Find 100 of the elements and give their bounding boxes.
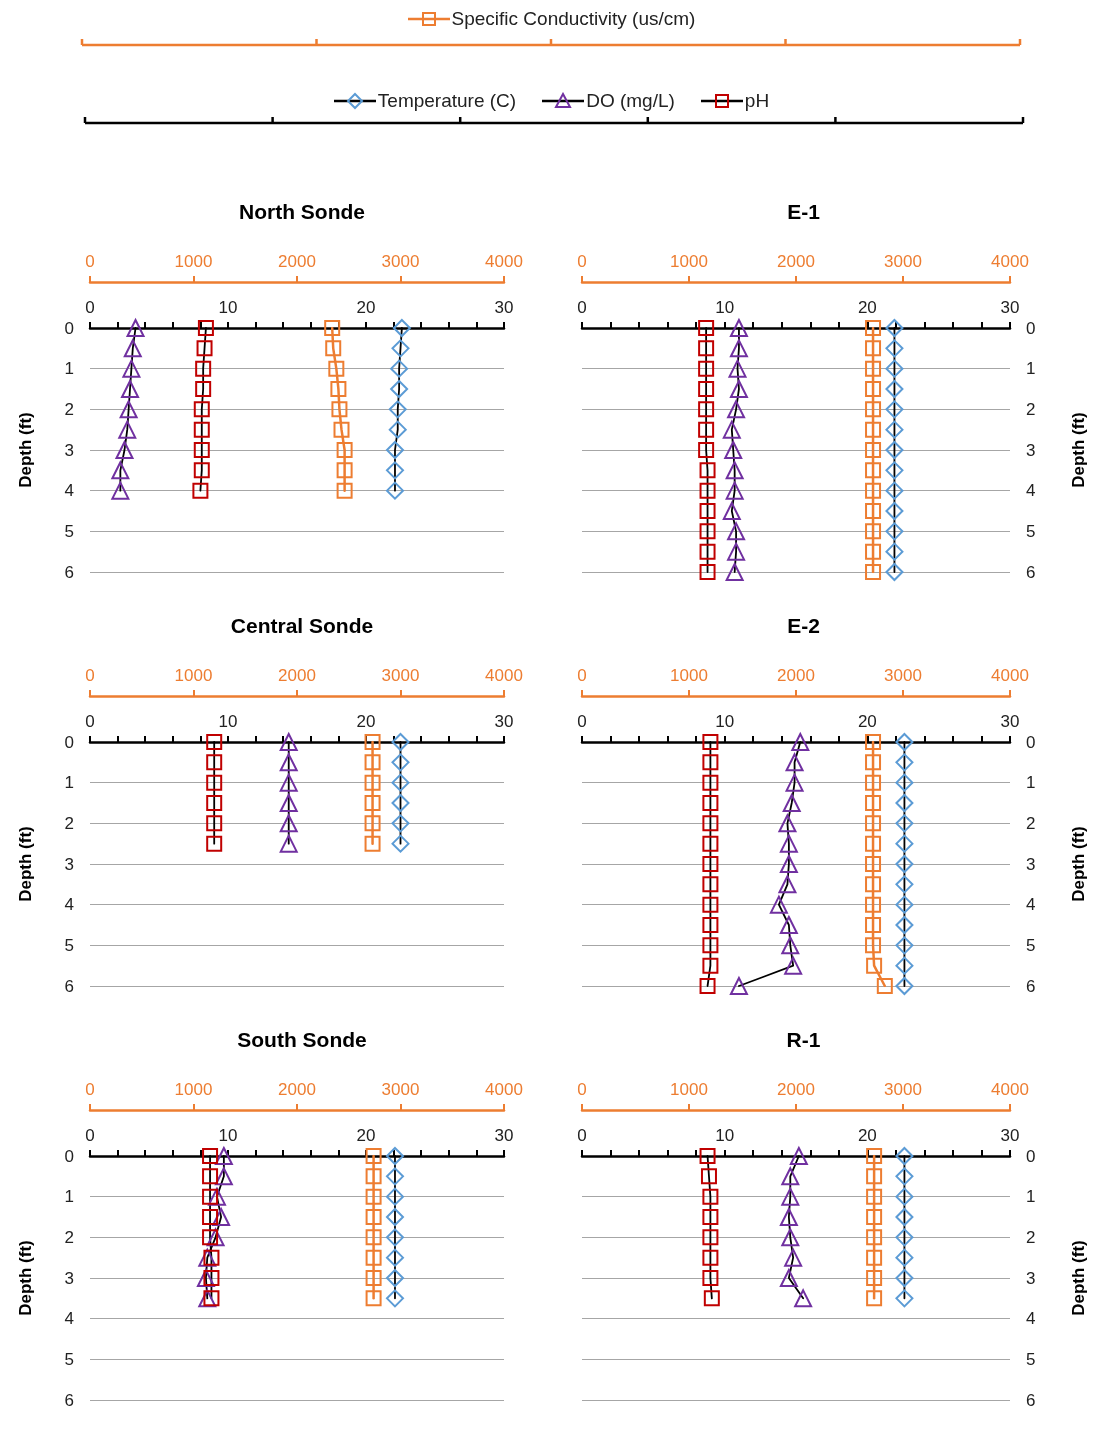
point [702,957,719,974]
chart-title: E-2 [787,614,820,637]
x-tick-label: 10 [715,712,735,731]
point [791,733,810,751]
point [385,1269,404,1287]
point [702,795,719,811]
point [702,754,719,771]
x2-tick-label: 0 [85,1080,95,1099]
x-tick-label: 10 [218,298,238,317]
point [206,795,223,811]
point [699,523,716,540]
y-tick-label: 4 [64,895,74,915]
point [195,381,212,397]
y-tick-label: 1 [64,359,74,379]
point [779,855,798,873]
x2-tick-label: 0 [85,666,95,685]
y-tick-label: 6 [1026,562,1036,582]
point [702,1188,719,1205]
x-tick-label: 20 [356,298,376,317]
legend-label: DO (mg/L) [586,90,675,112]
x-tick-label: 0 [577,298,587,317]
point [388,400,407,419]
y-tick-label: 0 [1026,1146,1036,1166]
point [699,978,716,994]
point [725,461,744,480]
point [212,1208,231,1226]
x2-tick-label: 3000 [884,252,922,271]
y-tick-label: 5 [64,1349,74,1369]
point [779,1208,798,1226]
point [198,1248,217,1267]
x2-tick-label: 3000 [381,252,420,271]
y-axis-title: Depth (ft) [16,826,35,902]
point [202,1148,219,1164]
point [729,339,748,358]
point [196,340,213,357]
point [702,856,719,872]
x2-tick-label: 4000 [991,666,1029,685]
point [895,1167,914,1186]
x2-tick-label: 3000 [884,666,922,685]
point [193,442,210,458]
point [885,319,904,337]
x2-tick-label: 0 [85,252,95,271]
point [702,1270,719,1286]
x2-tick-label: 4000 [991,1080,1029,1099]
point [192,482,209,499]
point [895,875,914,894]
y-tick-label: 5 [64,935,74,955]
chart-title: Central Sonde [230,614,374,637]
point [118,420,137,439]
point [121,380,140,398]
y-tick-label: 6 [64,976,74,996]
chart-title: North Sonde [239,200,365,223]
y-tick-label: 6 [64,562,74,582]
point [119,400,138,419]
point [885,359,904,378]
point [196,1269,215,1287]
point [391,814,410,833]
point [391,753,410,772]
x-tick-label: 30 [494,298,514,317]
point [781,1228,800,1247]
y-tick-label: 3 [64,1268,74,1288]
point [698,381,715,397]
point [207,1187,226,1206]
point [115,441,134,459]
point [385,481,404,500]
point [279,834,298,853]
chart-title: R-1 [786,1028,821,1051]
point [699,564,716,580]
x2-tick-label: 3000 [884,1080,922,1099]
point [203,1270,220,1286]
point [698,401,715,418]
point [122,359,141,378]
point [724,441,743,459]
y-tick-label: 4 [1026,1309,1036,1329]
point [895,956,914,975]
point [702,815,719,832]
point [123,339,142,358]
point [111,461,130,480]
y-tick-label: 1 [1026,1187,1036,1207]
point [781,1167,800,1186]
x2-tick-label: 1000 [670,666,708,685]
y-tick-label: 6 [1026,1390,1036,1410]
y-tick-label: 5 [1026,1349,1036,1369]
point [729,977,748,995]
point [895,916,914,934]
point [391,733,410,751]
point [885,481,904,500]
x-tick-label: 20 [356,1126,376,1145]
point [195,360,212,377]
point [895,1269,914,1287]
y-tick-label: 0 [1026,732,1036,752]
point [699,1148,716,1164]
point [885,339,904,358]
point [279,733,298,751]
point [206,754,223,771]
x2-tick-label: 2000 [278,252,316,271]
y-tick-label: 2 [64,813,74,833]
point [385,1228,404,1247]
point [729,319,748,337]
point [778,875,797,894]
